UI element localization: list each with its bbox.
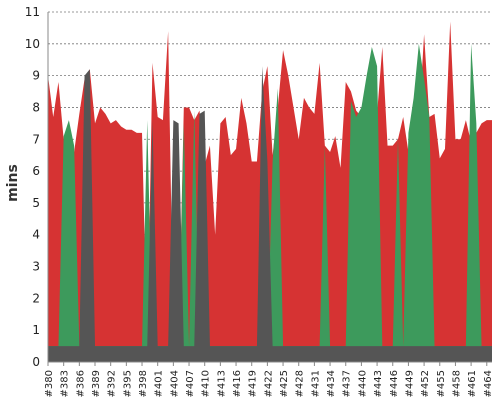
y-tick-label: 4 — [32, 228, 40, 242]
x-tick-label: #398 — [138, 370, 149, 397]
x-tick-label: #458 — [451, 370, 462, 397]
x-tick-label: #428 — [295, 370, 306, 397]
x-tick-label: #416 — [232, 370, 243, 397]
x-tick-labels: #380 #383 #386 #389 #392 #395 #398 #401 #404 #407… — [44, 370, 494, 397]
x-tick-label: #461 — [467, 370, 478, 397]
x-tick-label: #434 — [326, 370, 337, 397]
x-tick-label: #407 — [185, 370, 196, 397]
x-tick-label: #419 — [248, 370, 259, 397]
y-tick-label: 3 — [32, 260, 40, 274]
x-tick-label: #389 — [91, 370, 102, 397]
x-tick-label: #380 — [44, 370, 55, 397]
y-axis-title: mins — [5, 164, 21, 202]
series-areas — [48, 21, 492, 363]
x-tick-label: #413 — [216, 370, 227, 397]
y-tick-labels: 0 1 2 3 4 5 6 7 8 9 10 11 — [25, 5, 40, 369]
x-tick-label: #446 — [389, 370, 400, 397]
axes — [47, 12, 492, 366]
y-tick-label: 11 — [25, 5, 40, 19]
x-tick-label: #455 — [436, 370, 447, 397]
x-tick-label: #404 — [169, 370, 180, 397]
x-tick-label: #464 — [483, 370, 494, 397]
x-tick-label: #422 — [263, 370, 274, 397]
x-tick-label: #383 — [60, 370, 71, 397]
x-tick-label: #431 — [310, 370, 321, 397]
x-tick-label: #401 — [154, 370, 165, 397]
x-tick-label: #452 — [420, 370, 431, 397]
y-tick-label: 8 — [32, 100, 40, 114]
y-tick-label: 5 — [32, 196, 40, 210]
y-tick-label: 7 — [32, 132, 40, 146]
x-tick-label: #440 — [357, 370, 368, 397]
x-tick-label: #395 — [122, 370, 133, 397]
y-tick-label: 0 — [32, 355, 40, 369]
x-tick-label: #449 — [404, 370, 415, 397]
y-tick-label: 10 — [25, 37, 40, 51]
y-tick-label: 9 — [32, 69, 40, 83]
series-area-2 — [48, 43, 492, 362]
y-tick-label: 2 — [32, 291, 40, 305]
y-tick-label: 6 — [32, 164, 40, 178]
x-tick-label: #386 — [75, 370, 86, 397]
x-tick-label: #425 — [279, 370, 290, 397]
series-area-3 — [48, 66, 492, 362]
x-tick-label: #437 — [342, 370, 353, 397]
y-tick-label: 1 — [32, 323, 40, 337]
x-tick-label: #392 — [107, 370, 118, 397]
x-tick-label: #443 — [373, 370, 384, 397]
x-tick-label: #410 — [201, 370, 212, 397]
